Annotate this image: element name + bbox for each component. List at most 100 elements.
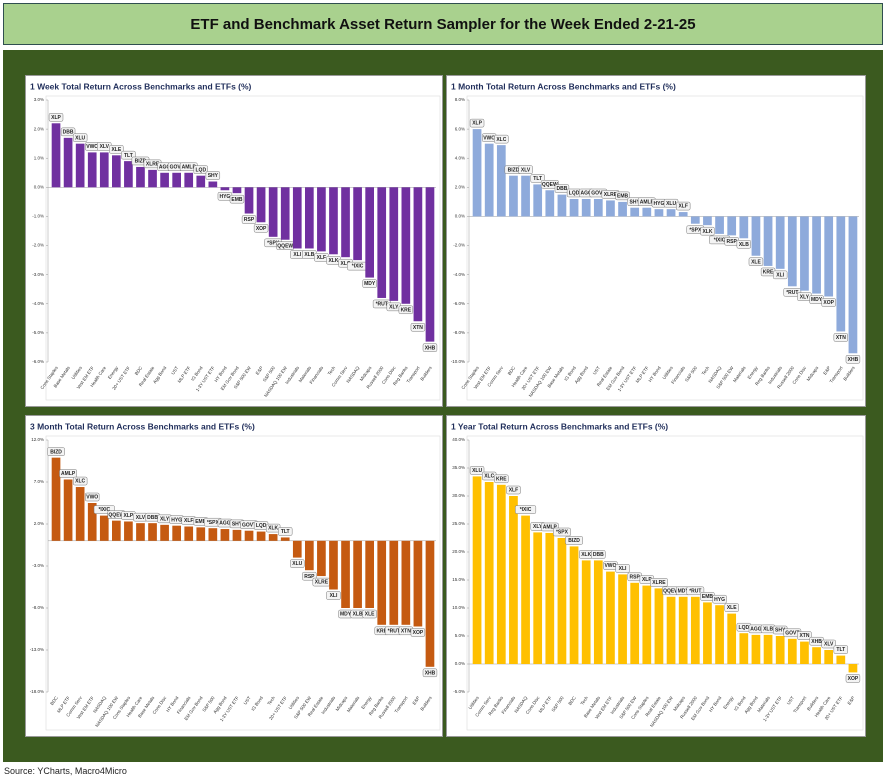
bar [256, 531, 266, 541]
bar [112, 155, 121, 188]
ticker-label: RSP [304, 574, 315, 580]
bar [751, 216, 761, 256]
bar [763, 634, 773, 664]
ticker-label: XLRE [604, 192, 618, 198]
y-tick-label: -4.0% [32, 301, 44, 306]
ticker-label: *IXIC [352, 264, 364, 270]
chart-title: 3 Month Total Return Across Benchmarks a… [30, 421, 255, 431]
bar [208, 528, 218, 541]
ticker-label-box [302, 571, 317, 581]
ticker-label: *SPX [556, 530, 569, 536]
bar [787, 216, 797, 287]
bar [569, 198, 579, 217]
ticker-label: MDY [340, 612, 352, 618]
chart: 1 Year Total Return Across Benchmarks an… [451, 421, 864, 731]
ticker-label-box [686, 586, 705, 596]
ticker-label-box [241, 215, 257, 224]
y-tick-label: -5.0% [32, 330, 44, 335]
ticker-label-box [675, 201, 691, 211]
chart-title: 1 Month Total Return Across Benchmarks a… [451, 81, 676, 91]
ticker-label-box [253, 224, 269, 233]
ticker-label: SHY [630, 199, 641, 205]
ticker-label: XLP [51, 115, 61, 121]
ticker-label: *IXIC [98, 507, 110, 513]
bar [389, 187, 399, 301]
ticker-label: LQD [196, 167, 207, 173]
bar [196, 527, 206, 541]
ticker-label: TLT [124, 153, 133, 159]
x-tick-label: Transport [406, 365, 421, 384]
ticker-label: XLF [509, 488, 518, 494]
ticker-label: LQD [569, 191, 580, 197]
ticker-label-box [748, 257, 764, 266]
ticker-label-box [72, 476, 88, 486]
ticker-label-box [494, 474, 509, 484]
ticker-label: XLU [666, 201, 676, 207]
chart: 1 Week Total Return Across Benchmarks an… [30, 81, 441, 401]
ticker-label: TLT [281, 529, 290, 535]
x-tick-label: S&P 500 [550, 695, 565, 713]
bar [618, 574, 627, 664]
x-tick-label: BDC [134, 365, 144, 376]
x-tick-label: S&P 500 [684, 365, 699, 383]
bar [690, 596, 700, 664]
ticker-label-box [121, 150, 136, 160]
ticker-label-box [59, 469, 77, 478]
y-tick-label: 6.0% [455, 126, 465, 131]
plot-area [45, 95, 441, 401]
bar [341, 187, 350, 258]
bar [124, 161, 133, 188]
bar [401, 187, 411, 304]
ticker-label: BIZD [508, 167, 520, 173]
bar [184, 172, 194, 188]
ticker-label-box [833, 333, 849, 342]
ticker-label: EMB [195, 519, 207, 525]
bar [99, 515, 109, 541]
ticker-label: LQD [256, 523, 267, 529]
ticker-label: XLV [824, 642, 834, 648]
ticker-label: BIZD [50, 449, 62, 455]
ticker-label: GOVT [170, 164, 184, 170]
y-tick-label: 5.0% [455, 633, 465, 638]
y-tick-label: 30.0% [452, 493, 465, 498]
x-tick-label: UST [243, 695, 252, 705]
bar [800, 641, 809, 664]
bar [75, 143, 85, 188]
bar [353, 540, 362, 608]
ticker-label: AMLP [182, 164, 197, 170]
ticker-label-box [229, 194, 245, 204]
ticker-label: TLT [836, 647, 845, 653]
bar [472, 476, 482, 664]
ticker-label: TLT [533, 176, 542, 182]
y-tick-label: 35.0% [452, 465, 465, 470]
ticker-label-box [724, 603, 739, 612]
bar [365, 540, 374, 608]
bar [305, 187, 314, 249]
bar [787, 638, 797, 664]
ticker-label: XLC [75, 479, 85, 485]
panel: 1 Year Total Return Across Benchmarks an… [446, 415, 866, 737]
chart: 1 Month Total Return Across Benchmarks a… [451, 81, 864, 401]
bar [425, 540, 435, 667]
bar [836, 216, 846, 332]
ticker-label: XLRE [146, 161, 160, 167]
x-tick-label: Transport [829, 365, 844, 384]
ticker-label-box [615, 564, 630, 573]
ticker-label-box [422, 668, 438, 678]
ticker-label: *RUT [786, 290, 798, 296]
ticker-label: XTN [401, 628, 411, 634]
bar [232, 529, 242, 541]
x-tick-label: Transport [394, 695, 409, 714]
ticker-label-box [821, 639, 836, 649]
ticker-label-box [422, 343, 438, 352]
bar [569, 546, 579, 664]
bar [329, 187, 338, 255]
ticker-label-box [85, 492, 100, 502]
ticker-label: VWO [483, 135, 495, 141]
ticker-label: GOVT [242, 522, 256, 528]
bar [666, 209, 676, 217]
ticker-label: XLB [304, 252, 314, 258]
ticker-label: XLY [389, 304, 399, 310]
y-tick-label: -10.0% [451, 359, 465, 364]
